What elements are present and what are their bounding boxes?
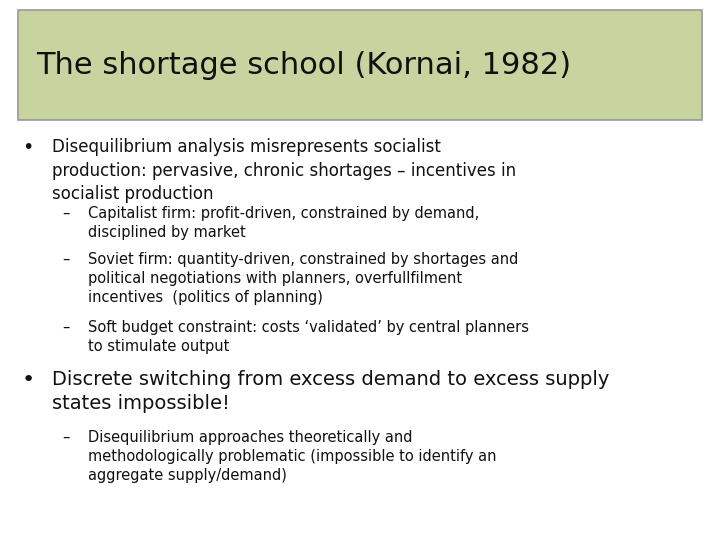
Text: The shortage school (Kornai, 1982): The shortage school (Kornai, 1982): [36, 51, 571, 79]
Text: Disequilibrium analysis misrepresents socialist
production: pervasive, chronic s: Disequilibrium analysis misrepresents so…: [52, 138, 516, 203]
Text: Capitalist firm: profit-driven, constrained by demand,
disciplined by market: Capitalist firm: profit-driven, constrai…: [88, 206, 480, 240]
FancyBboxPatch shape: [18, 10, 702, 120]
Text: Discrete switching from excess demand to excess supply
states impossible!: Discrete switching from excess demand to…: [52, 370, 609, 413]
Text: –: –: [62, 430, 69, 445]
Text: •: •: [22, 138, 33, 157]
Text: Soft budget constraint: costs ‘validated’ by central planners
to stimulate outpu: Soft budget constraint: costs ‘validated…: [88, 320, 529, 354]
Text: –: –: [62, 252, 69, 267]
Text: Soviet firm: quantity-driven, constrained by shortages and
political negotiation: Soviet firm: quantity-driven, constraine…: [88, 252, 518, 306]
Text: •: •: [22, 370, 35, 390]
Text: –: –: [62, 320, 69, 335]
Text: –: –: [62, 206, 69, 221]
Text: Disequilibrium approaches theoretically and
methodologically problematic (imposs: Disequilibrium approaches theoretically …: [88, 430, 497, 483]
